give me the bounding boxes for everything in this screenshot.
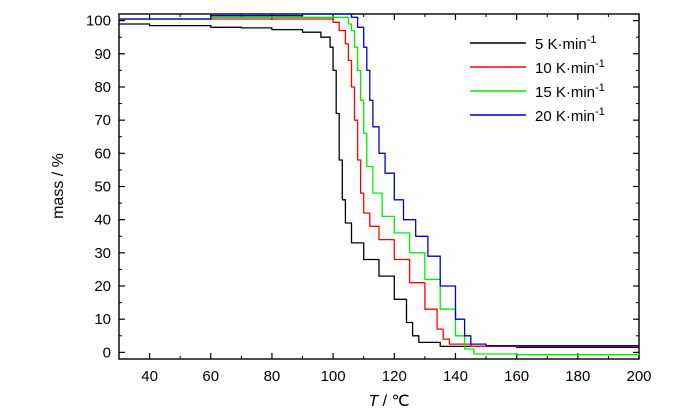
x-tick-label: 60 — [202, 368, 219, 385]
x-tick-label: 80 — [264, 368, 281, 385]
series-line-5 — [119, 23, 639, 349]
x-tick-label: 40 — [141, 368, 158, 385]
x-axis-label: T / ℃ — [368, 393, 409, 410]
x-tick-label: 120 — [382, 368, 407, 385]
series-line-15 — [119, 16, 640, 356]
y-tick-label: 30 — [94, 245, 111, 262]
x-axis-unit: / ℃ — [378, 393, 409, 410]
legend-label-5: 5 K·min-1 — [535, 34, 596, 53]
legend-label-15: 15 K·min-1 — [535, 82, 605, 101]
x-tick-label: 140 — [443, 368, 468, 385]
y-tick-label: 10 — [94, 311, 111, 328]
legend-label-20: 20 K·min-1 — [535, 106, 605, 125]
y-tick-label: 0 — [103, 344, 111, 361]
x-tick-label: 160 — [504, 368, 529, 385]
plot-area — [118, 13, 640, 360]
y-tick-label: 70 — [94, 112, 111, 129]
y-tick-label: 100 — [86, 13, 111, 30]
axis-ticks — [118, 14, 640, 359]
x-axis-symbol: T — [368, 393, 379, 410]
x-tick-labels: 40 60 80 100 120 140 160 180 200 — [141, 368, 651, 385]
x-tick-label: 100 — [321, 368, 346, 385]
series-line-10 — [119, 18, 640, 348]
y-tick-label: 90 — [94, 46, 111, 63]
legend-label-10: 10 K·min-1 — [535, 58, 605, 77]
x-tick-label: 180 — [565, 368, 590, 385]
y-tick-labels: 0 10 20 30 40 50 60 70 80 90 100 — [86, 13, 111, 362]
series-lines — [119, 13, 640, 356]
y-axis-label: mass / % — [50, 153, 67, 219]
x-tick-label: 200 — [626, 368, 651, 385]
y-tick-label: 50 — [94, 179, 111, 196]
y-tick-label: 40 — [94, 212, 111, 229]
y-tick-label: 60 — [94, 145, 111, 162]
y-tick-label: 20 — [94, 278, 111, 295]
y-tick-label: 80 — [94, 79, 111, 96]
series-line-20 — [119, 13, 640, 347]
legend: 5 K·min-1 10 K·min-1 15 K·min-1 20 K·min-1 — [470, 34, 605, 125]
